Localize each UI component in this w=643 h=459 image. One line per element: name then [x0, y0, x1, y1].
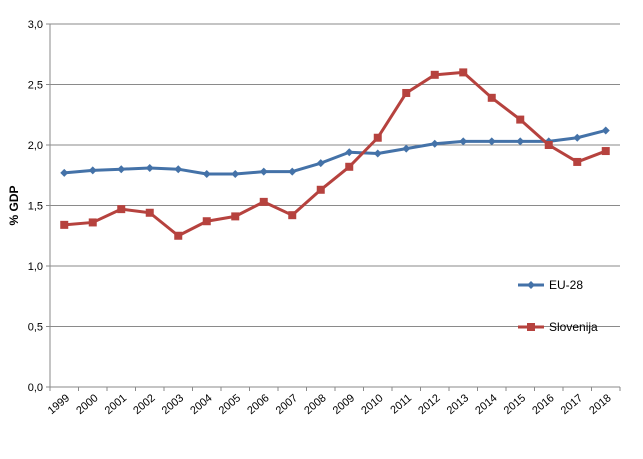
y-tick-label: 1,0 — [28, 261, 43, 273]
data-point — [544, 141, 553, 149]
data-point — [117, 165, 126, 174]
data-point — [231, 212, 240, 221]
data-point — [202, 170, 211, 179]
data-point — [88, 166, 97, 175]
data-point — [573, 133, 582, 142]
legend-label: EU-28 — [549, 278, 583, 292]
data-point — [259, 197, 268, 206]
y-tick-label: 3,0 — [28, 19, 43, 31]
x-tick-label: 2012 — [416, 392, 442, 417]
x-tick-label: 2009 — [331, 392, 357, 417]
series-line — [64, 70, 607, 238]
series-slovenija — [60, 68, 610, 240]
data-point — [231, 170, 240, 179]
series-line — [64, 129, 607, 176]
y-tick-label: 0,0 — [28, 382, 43, 394]
data-point — [373, 149, 382, 158]
x-tick-label: 2014 — [473, 392, 499, 417]
data-point — [459, 137, 468, 146]
data-point — [373, 133, 382, 142]
y-tick-labels: 0,0 0,5 1,0 1,5 2,0 2,5 3,0 — [28, 19, 43, 394]
data-point — [430, 139, 439, 148]
x-tick-label: 2013 — [445, 392, 471, 417]
data-point — [516, 137, 525, 146]
y-tick-label: 0,5 — [28, 322, 43, 334]
x-tick-label: 2003 — [160, 392, 186, 417]
y-tick-label: 1,5 — [28, 201, 43, 213]
x-tick-label: 2004 — [188, 392, 214, 417]
series-eu-28 — [60, 126, 610, 179]
x-tick-label: 1999 — [46, 392, 72, 417]
data-point — [430, 70, 439, 79]
data-point — [601, 147, 610, 156]
axes — [46, 23, 621, 391]
legend-item: Slovenija — [518, 320, 598, 334]
x-tick-label: 2008 — [302, 392, 328, 417]
grid-lines — [50, 23, 620, 327]
data-point — [288, 211, 297, 220]
data-point — [527, 281, 535, 289]
x-tick-label: 2016 — [530, 392, 556, 417]
data-point — [316, 159, 325, 168]
data-point — [487, 93, 496, 102]
legend: EU-28 Slovenija — [518, 278, 598, 334]
x-tick-label: 2017 — [559, 392, 585, 417]
data-point — [487, 137, 496, 146]
y-tick-label: 2,5 — [28, 80, 43, 92]
data-point — [60, 168, 69, 177]
x-tick-label: 2006 — [245, 392, 271, 417]
y-tick-label: 2,0 — [28, 140, 43, 152]
x-tick-label: 2002 — [131, 392, 157, 417]
y-axis-label: % GDP — [7, 185, 21, 225]
data-point — [573, 157, 582, 166]
data-point — [88, 218, 97, 227]
x-tick-label: 2001 — [103, 392, 129, 417]
data-point — [459, 68, 468, 77]
x-tick-label: 2000 — [74, 392, 100, 417]
x-tick-label: 2010 — [359, 392, 385, 417]
data-point — [288, 167, 297, 176]
data-point — [259, 167, 268, 176]
x-tick-label: 2018 — [587, 392, 613, 417]
data-point — [174, 165, 183, 174]
data-point — [345, 148, 354, 157]
x-tick-label: 2007 — [274, 392, 300, 417]
data-point — [345, 162, 354, 171]
legend-item: EU-28 — [518, 278, 583, 292]
x-tick-label: 2015 — [502, 392, 528, 417]
data-point — [145, 208, 154, 217]
data-point — [174, 231, 183, 240]
x-tick-labels: 1999 2000 2001 2002 2003 2004 2005 2006 2007 2008… — [46, 392, 614, 417]
x-tick-label: 2005 — [217, 392, 243, 417]
data-point — [516, 115, 525, 124]
series-group — [60, 68, 610, 240]
x-tick-label: 2011 — [388, 392, 414, 416]
data-point — [117, 205, 126, 214]
data-point — [316, 185, 325, 194]
data-point — [402, 144, 411, 153]
data-point — [527, 323, 535, 331]
data-point — [60, 220, 69, 229]
data-point — [402, 88, 411, 97]
data-point — [145, 163, 154, 172]
data-point — [202, 217, 211, 226]
data-point — [601, 126, 610, 135]
legend-label: Slovenija — [549, 320, 598, 334]
